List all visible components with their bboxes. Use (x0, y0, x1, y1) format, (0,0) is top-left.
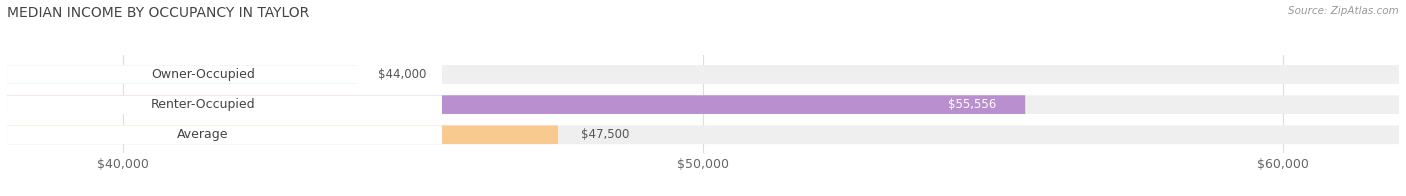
Text: $47,500: $47,500 (581, 128, 630, 141)
Text: $44,000: $44,000 (378, 68, 426, 81)
FancyBboxPatch shape (7, 95, 1025, 114)
Text: Average: Average (177, 128, 229, 141)
FancyBboxPatch shape (7, 65, 354, 84)
Text: Renter-Occupied: Renter-Occupied (150, 98, 254, 111)
FancyBboxPatch shape (7, 125, 558, 144)
FancyBboxPatch shape (7, 95, 441, 114)
FancyBboxPatch shape (7, 125, 1399, 144)
FancyBboxPatch shape (7, 65, 1399, 84)
FancyBboxPatch shape (7, 125, 441, 144)
Text: MEDIAN INCOME BY OCCUPANCY IN TAYLOR: MEDIAN INCOME BY OCCUPANCY IN TAYLOR (7, 6, 309, 20)
Text: Source: ZipAtlas.com: Source: ZipAtlas.com (1288, 6, 1399, 16)
Text: Owner-Occupied: Owner-Occupied (150, 68, 254, 81)
FancyBboxPatch shape (7, 95, 1399, 114)
Text: $55,556: $55,556 (948, 98, 997, 111)
FancyBboxPatch shape (7, 65, 441, 84)
